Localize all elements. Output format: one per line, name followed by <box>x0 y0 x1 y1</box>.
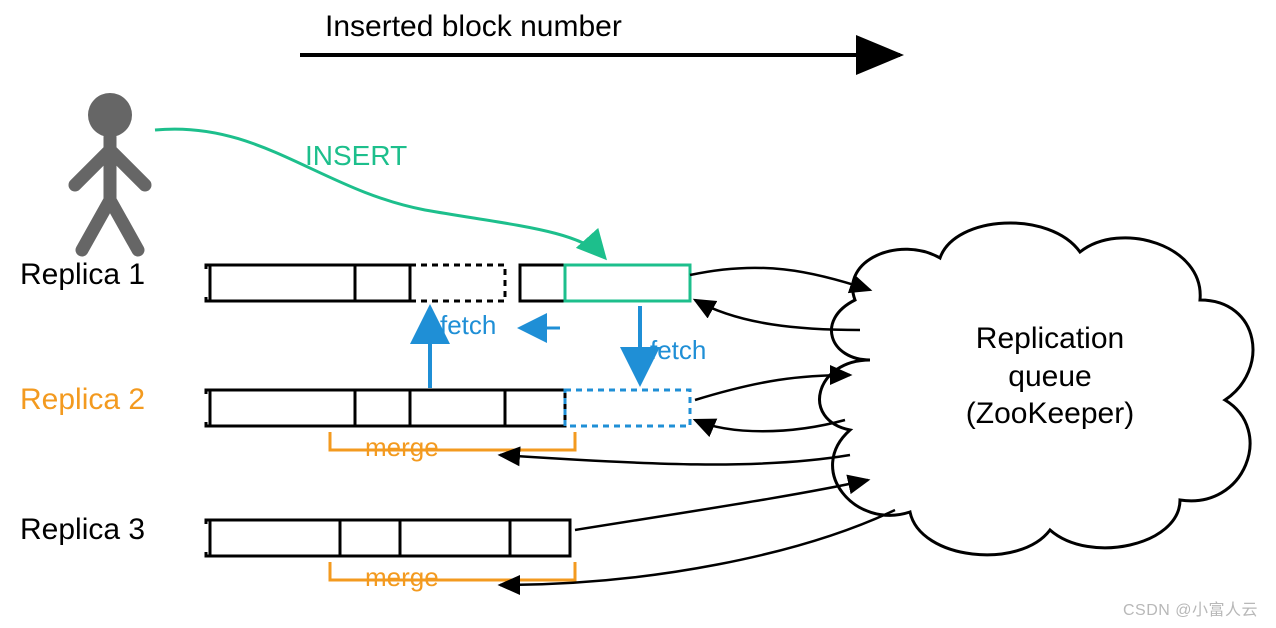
conn-r3-a <box>575 480 868 530</box>
replica1-blocks <box>206 265 690 301</box>
fetch-label-1: fetch <box>440 310 496 341</box>
replica2-blocks <box>206 390 690 426</box>
block <box>510 520 570 556</box>
conn-merge1 <box>500 455 850 464</box>
block <box>410 265 505 301</box>
block <box>210 265 355 301</box>
cloud-line3: (ZooKeeper) <box>966 397 1134 430</box>
replica2-label: Replica 2 <box>20 383 145 417</box>
block <box>520 265 565 301</box>
fetch-label-2: fetch <box>650 335 706 366</box>
block <box>565 265 690 301</box>
block <box>355 265 410 301</box>
diagram-stage: Inserted block number INSERT Replica 1 R… <box>0 0 1276 628</box>
block <box>410 390 505 426</box>
conn-r1-a <box>690 268 870 290</box>
cloud-text: Replication queue (ZooKeeper) <box>955 320 1145 433</box>
watermark-text: CSDN @小富人云 <box>1123 596 1258 620</box>
block <box>505 390 565 426</box>
insert-label: INSERT <box>305 140 407 172</box>
replica3-label: Replica 3 <box>20 513 145 547</box>
block <box>355 390 410 426</box>
cloud-line2: queue <box>1008 360 1091 393</box>
person-icon <box>75 93 145 250</box>
merge-label-2: merge <box>365 562 439 593</box>
diagram-svg <box>0 0 1276 628</box>
header-label: Inserted block number <box>325 10 622 44</box>
block <box>340 520 400 556</box>
block <box>210 390 355 426</box>
replica3-blocks <box>206 520 570 556</box>
conn-r2-b <box>695 420 845 431</box>
block <box>565 390 690 426</box>
replica1-label: Replica 1 <box>20 258 145 292</box>
block <box>400 520 510 556</box>
block <box>210 520 340 556</box>
merge-label-1: merge <box>365 432 439 463</box>
cloud-line1: Replication <box>976 322 1124 355</box>
